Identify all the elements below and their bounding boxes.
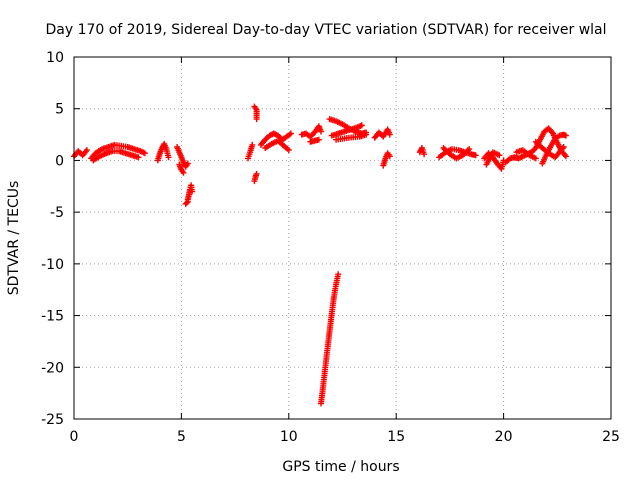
data-point [421,151,428,158]
y-axis-label: SDTVAR / TECUs [6,181,22,296]
data-point [386,131,393,138]
chart-title: Day 170 of 2019, Sidereal Day-to-day VTE… [45,22,606,38]
data-point [249,141,256,148]
data-point [253,170,260,177]
x-tick-label: 25 [602,429,620,445]
y-tick-label: 5 [55,102,64,118]
data-point [466,146,473,153]
grid-lines [74,57,611,419]
axes: 0 5 10 15 20 25 10 5 0 -5 -10 -15 -20 -25 [41,50,620,445]
x-axis-label: GPS time / hours [282,459,399,475]
data-point [363,131,370,138]
y-tick-label: -20 [41,360,64,376]
y-tick-label: 0 [55,153,64,169]
data-points [71,103,569,407]
data-point [315,136,322,143]
data-point [285,147,292,154]
data-point [135,154,142,161]
y-tick-label: -10 [41,257,64,273]
data-point [560,144,567,150]
data-point [165,154,172,161]
y-tick-label: -5 [50,205,64,221]
data-point [189,188,196,195]
data-point [562,153,569,160]
data-point [83,147,90,154]
data-point [496,152,503,159]
y-tick-label: -15 [41,309,64,325]
data-point [184,160,191,167]
data-point [358,122,365,129]
x-tick-label: 0 [70,429,79,445]
data-point [253,116,260,123]
data-point [180,169,187,176]
data-point [318,128,324,135]
data-point [183,199,190,206]
x-tick-label: 20 [495,429,513,445]
data-point [386,153,393,160]
y-tick-label: -25 [41,412,64,428]
x-tick-label: 5 [177,429,186,445]
data-point [184,198,191,205]
data-point [141,150,148,157]
data-point [82,148,89,155]
x-tick-label: 15 [387,429,405,445]
x-tick-label: 10 [280,429,298,445]
data-point [472,152,479,159]
plot-frame [73,56,612,420]
data-point [287,130,294,137]
y-tick-label: 10 [46,50,64,66]
data-point [335,271,342,278]
data-point [532,155,539,162]
data-point [562,132,569,139]
